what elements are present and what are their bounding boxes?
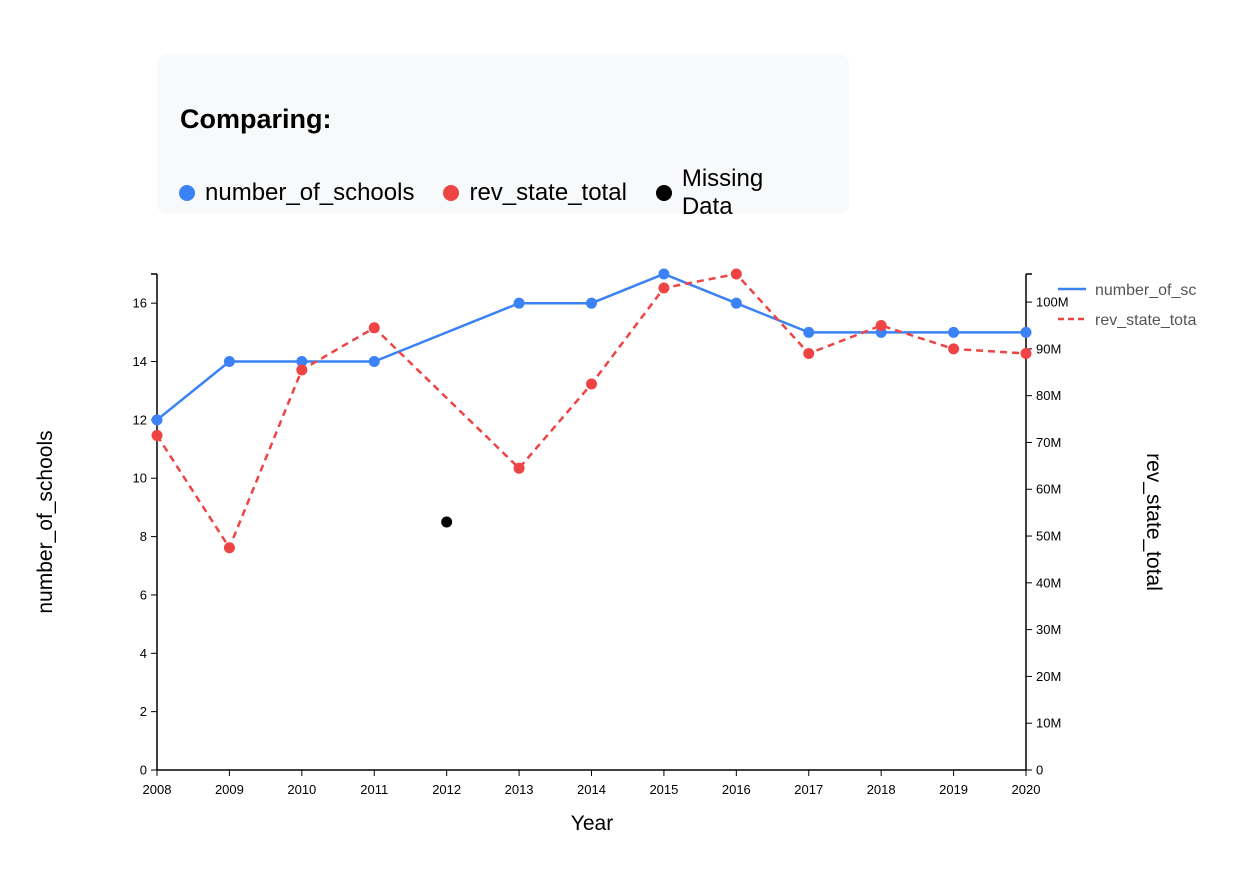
- data-point-rev_state_total: [803, 348, 815, 360]
- legend-entry-missing-data: Missing Data: [655, 165, 820, 221]
- y-right-tick-label: 0: [1036, 763, 1043, 778]
- legend-label-missing-data: Missing Data: [681, 165, 764, 220]
- y-right-tick-label: 90M: [1036, 341, 1061, 356]
- y-left-tick-label: 10: [133, 471, 147, 486]
- y-axis-right-title: rev_state_total: [1142, 453, 1165, 591]
- y-right-tick-label: 50M: [1036, 529, 1061, 544]
- chart-legend-label-rev_state_total: rev_state_tota: [1095, 312, 1197, 329]
- y-left-tick-label: 6: [140, 587, 147, 602]
- data-point-rev_state_total: [586, 378, 597, 390]
- data-point-rev_state_total: [1020, 348, 1032, 360]
- x-tick-label: 2010: [287, 782, 316, 797]
- data-point-number_of_schools: [948, 326, 960, 338]
- x-tick-label: 2012: [432, 782, 461, 797]
- data-point-number_of_schools: [296, 356, 308, 368]
- x-tick-label: 2015: [649, 782, 678, 797]
- x-tick-label: 2020: [1012, 782, 1041, 797]
- y-left-tick-label: 8: [140, 529, 147, 544]
- x-tick-label: 2009: [215, 782, 244, 797]
- data-point-rev_state_total: [875, 319, 887, 331]
- y-right-tick-label: 10M: [1036, 716, 1061, 731]
- series-line-rev_state_total: [155, 272, 1027, 551]
- data-point-rev_state_total: [151, 429, 163, 441]
- data-point-number_of_schools: [151, 414, 163, 426]
- data-point-rev_state_total: [730, 268, 742, 280]
- legend-title: Comparing:: [180, 104, 332, 134]
- legend-entry-number-of-schools: number_of_schools: [179, 179, 414, 207]
- x-tick-label: 2019: [939, 782, 968, 797]
- y-right-tick-label: 40M: [1036, 575, 1061, 590]
- x-tick-label: 2016: [722, 782, 751, 797]
- x-axis-title: Year: [571, 812, 613, 835]
- comparison-legend-card: Comparing: number_of_schools rev_state_t…: [157, 54, 849, 220]
- data-point-number_of_schools: [586, 297, 597, 309]
- y-left-tick-label: 16: [133, 296, 147, 311]
- data-point-number_of_schools: [803, 326, 815, 338]
- legend-label-number-of-schools: number_of_schools: [205, 179, 415, 206]
- data-point-rev_state_total: [658, 282, 670, 294]
- data-point-number_of_schools: [730, 297, 742, 309]
- y-left-tick-label: 12: [133, 412, 147, 427]
- y-right-tick-label: 100M: [1036, 295, 1069, 310]
- y-left-tick-label: 2: [140, 704, 147, 719]
- y-axis-left-title: number_of_schools: [34, 430, 57, 613]
- legend-label-rev-state-total: rev_state_total: [469, 179, 627, 206]
- data-point-number_of_schools: [1020, 326, 1032, 338]
- x-tick-label: 2017: [794, 782, 823, 797]
- data-point-number_of_schools: [513, 297, 525, 309]
- legend-dot-black: [655, 185, 672, 201]
- data-point-rev_state_total: [948, 343, 960, 355]
- y-right-tick-label: 30M: [1036, 622, 1061, 637]
- y-right-tick-label: 70M: [1036, 435, 1061, 450]
- y-right-tick-label: 20M: [1036, 669, 1061, 684]
- x-tick-label: 2018: [867, 782, 896, 797]
- data-point-number_of_schools: [368, 356, 380, 368]
- legend-row: number_of_schools rev_state_total Missin…: [179, 165, 849, 221]
- x-tick-label: 2011: [360, 782, 388, 797]
- legend-entry-rev-state-total: rev_state_total: [443, 179, 627, 207]
- data-point-number_of_schools: [658, 268, 670, 280]
- y-left-tick-label: 0: [140, 763, 147, 778]
- data-point-rev_state_total: [368, 322, 380, 334]
- x-tick-label: 2013: [505, 782, 534, 797]
- y-right-tick-label: 60M: [1036, 482, 1061, 497]
- data-point-rev_state_total: [296, 364, 308, 376]
- data-point-rev_state_total: [513, 462, 525, 474]
- missing-data-point: [441, 516, 453, 528]
- data-point-number_of_schools: [223, 356, 235, 368]
- x-tick-label: 2014: [577, 782, 606, 797]
- chart-legend-label-number_of_schools: number_of_sc: [1095, 282, 1196, 299]
- data-point-rev_state_total: [223, 542, 235, 554]
- legend-dot-red: [443, 185, 460, 201]
- y-left-tick-label: 14: [133, 354, 147, 369]
- y-right-tick-label: 80M: [1036, 388, 1061, 403]
- x-tick-label: 2008: [143, 782, 172, 797]
- legend-dot-blue: [179, 185, 195, 201]
- series-line-number_of_schools: [156, 272, 1026, 421]
- y-left-tick-label: 4: [140, 646, 147, 661]
